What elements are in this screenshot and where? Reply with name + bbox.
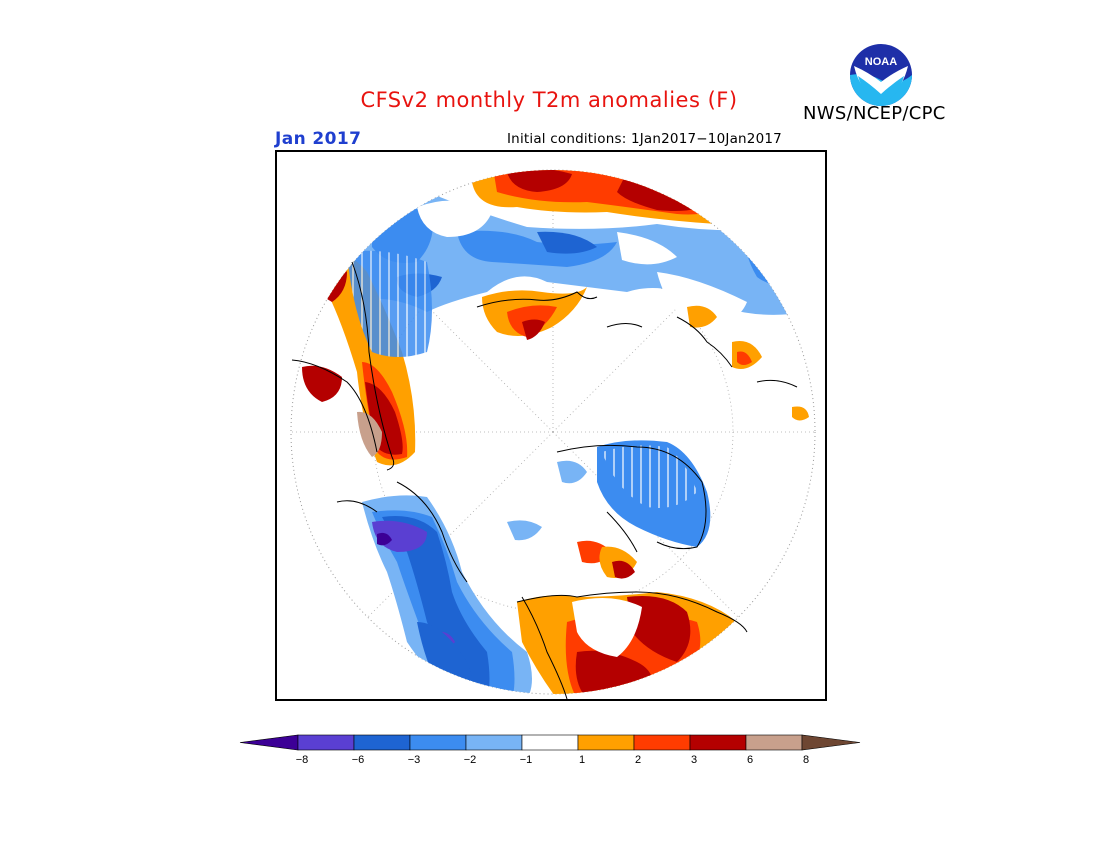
colorbar-tick-label: −3 — [408, 754, 421, 766]
coastlines — [291, 261, 798, 699]
colorbar-tick-label: −1 — [520, 754, 533, 766]
colorbar-tick-label: −6 — [352, 754, 365, 766]
globe-outline — [290, 169, 816, 695]
colorbar-swatch — [409, 734, 467, 751]
colorbar-swatch — [745, 734, 803, 751]
colorbar-arrow-max — [801, 734, 861, 751]
colorbar-tick-label: 8 — [803, 754, 809, 766]
initial-conditions: Initial conditions: 1Jan2017−10Jan2017 — [507, 131, 782, 147]
valid-month: Jan 2017 — [275, 129, 362, 149]
colorbar-swatch — [577, 734, 635, 751]
colorbar-swatch — [353, 734, 411, 751]
logo-text: NOAA — [865, 56, 897, 68]
polar-map — [290, 169, 816, 699]
colorbar-swatch — [689, 734, 747, 751]
map-panel — [275, 150, 827, 701]
colorbar-tick-label: 6 — [747, 754, 753, 766]
chart-title: CFSv2 monthly T2m anomalies (F) — [360, 88, 738, 112]
colorbar-tick-label: −2 — [464, 754, 477, 766]
anomaly-fields — [302, 170, 809, 694]
colorbar-swatch — [297, 734, 355, 751]
colorbar-swatch — [633, 734, 691, 751]
colorbar-tick-label: 1 — [579, 754, 585, 766]
colorbar-legend: −8 −6 −3 −2 −1 1 2 3 6 8 — [239, 734, 861, 766]
colorbar-arrow-min — [239, 734, 299, 751]
colorbar-tick-label: 2 — [635, 754, 641, 766]
agency-label: NWS/NCEP/CPC — [803, 103, 946, 124]
graticule — [291, 170, 815, 619]
colorbar-tick-label: −8 — [296, 754, 309, 766]
colorbar-swatch — [465, 734, 523, 751]
colorbar-tick-label: 3 — [691, 754, 697, 766]
noaa-logo: NOAA — [850, 44, 912, 106]
colorbar-swatch — [521, 734, 579, 751]
